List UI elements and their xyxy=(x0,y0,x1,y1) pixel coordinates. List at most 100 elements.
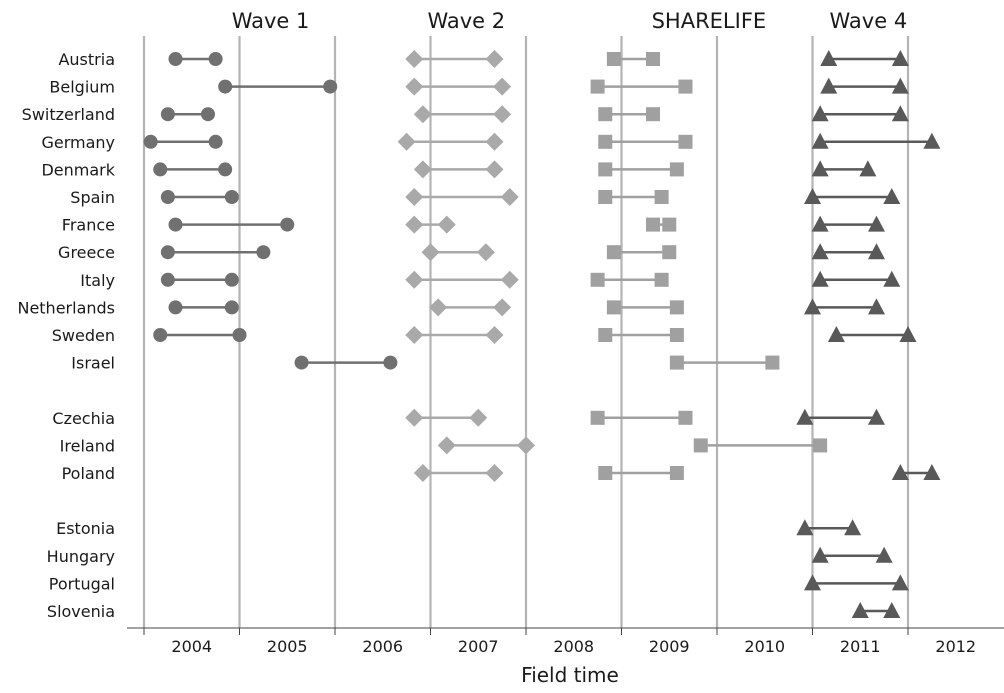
triangle-marker xyxy=(883,602,901,618)
triangle-marker xyxy=(804,188,821,204)
diamond-marker xyxy=(405,215,424,234)
country-label: Poland xyxy=(62,464,115,483)
wave-label: Wave 2 xyxy=(427,9,505,33)
diamond-marker xyxy=(413,160,432,179)
square-marker xyxy=(669,466,684,480)
triangle-marker xyxy=(891,105,909,122)
x-axis xyxy=(127,627,1004,635)
triangle-marker xyxy=(820,50,838,66)
triangle-marker xyxy=(804,298,821,315)
country-label: France xyxy=(62,216,115,235)
square-marker xyxy=(606,245,621,260)
triangle-marker xyxy=(811,546,829,563)
diamond-marker xyxy=(485,464,504,482)
series-group xyxy=(397,50,535,482)
diamond-marker xyxy=(397,132,416,151)
diamond-marker xyxy=(476,243,495,262)
square-marker xyxy=(606,52,621,66)
diamond-marker xyxy=(469,408,488,427)
circle-marker xyxy=(160,107,175,122)
circle-marker xyxy=(294,355,309,370)
triangle-marker xyxy=(923,132,941,149)
triangle-marker xyxy=(891,77,909,94)
diamond-marker xyxy=(405,408,424,427)
diamond-marker xyxy=(485,132,504,151)
square-marker xyxy=(669,162,684,177)
triangle-marker xyxy=(820,77,838,94)
square-marker xyxy=(662,217,677,232)
triangle-marker xyxy=(867,243,885,260)
circle-marker xyxy=(153,328,168,342)
diamond-marker xyxy=(405,326,424,344)
circle-marker xyxy=(208,134,223,149)
triangle-marker xyxy=(796,408,814,425)
country-label: Denmark xyxy=(41,160,115,179)
country-label: Belgium xyxy=(49,78,115,97)
triangle-marker xyxy=(859,160,877,177)
circle-marker xyxy=(224,190,239,204)
circle-marker xyxy=(160,190,175,204)
circle-marker xyxy=(160,272,175,287)
x-axis-title: Field time xyxy=(521,663,619,687)
diamond-marker xyxy=(493,105,512,124)
country-labels: Austria Belgium Switzerland Germany Denmark S… xyxy=(17,50,115,621)
x-tick-label: 2008 xyxy=(553,637,594,656)
diamond-marker xyxy=(429,298,448,317)
circle-marker xyxy=(208,52,223,66)
triangle-marker xyxy=(883,188,901,204)
country-label: Switzerland xyxy=(22,105,115,124)
circle-marker xyxy=(160,245,175,260)
triangle-marker xyxy=(811,160,829,177)
circle-marker xyxy=(168,52,183,66)
diamond-marker xyxy=(405,270,424,289)
wave-label: Wave 4 xyxy=(830,9,908,33)
series-group xyxy=(590,52,828,480)
triangle-marker xyxy=(867,408,885,425)
diamond-marker xyxy=(405,77,424,96)
x-tick-label: 2004 xyxy=(171,637,212,656)
diamond-marker xyxy=(493,77,512,96)
country-label: Hungary xyxy=(47,547,115,566)
triangle-marker xyxy=(811,215,829,232)
grid-layer xyxy=(142,36,910,628)
country-label: Ireland xyxy=(60,436,115,455)
square-marker xyxy=(646,52,661,66)
triangle-marker xyxy=(796,519,814,536)
circle-marker xyxy=(323,79,338,94)
triangle-marker xyxy=(811,105,829,122)
triangle-marker xyxy=(844,519,862,536)
square-marker xyxy=(669,328,684,342)
diamond-marker xyxy=(500,188,519,206)
x-tick-label: 2011 xyxy=(840,637,881,656)
diamond-marker xyxy=(413,105,432,124)
triangle-marker xyxy=(867,298,885,315)
triangle-marker xyxy=(811,243,829,260)
x-tick-label: 2009 xyxy=(649,637,690,656)
square-marker xyxy=(590,272,605,287)
triangle-marker xyxy=(891,574,909,591)
x-tick-label: 2007 xyxy=(458,637,499,656)
square-marker xyxy=(669,355,684,370)
triangle-marker xyxy=(867,215,885,232)
diamond-marker xyxy=(413,464,432,482)
triangle-marker xyxy=(891,50,909,66)
country-label: Netherlands xyxy=(17,298,115,317)
square-marker xyxy=(693,438,708,453)
diamond-marker xyxy=(500,270,519,289)
country-label: Spain xyxy=(70,188,115,207)
country-label: Austria xyxy=(58,50,115,69)
circle-marker xyxy=(200,107,215,122)
diamond-marker xyxy=(437,215,456,234)
series-group xyxy=(796,50,941,618)
square-marker xyxy=(590,410,605,425)
x-tick-label: 2012 xyxy=(935,637,976,656)
circle-marker xyxy=(153,162,168,177)
square-marker xyxy=(598,328,613,342)
square-marker xyxy=(669,300,684,315)
wave-label: Wave 1 xyxy=(232,9,310,33)
square-marker xyxy=(598,107,613,122)
series-layer xyxy=(143,50,941,618)
circle-marker xyxy=(218,162,233,177)
country-label: Italy xyxy=(80,271,115,290)
